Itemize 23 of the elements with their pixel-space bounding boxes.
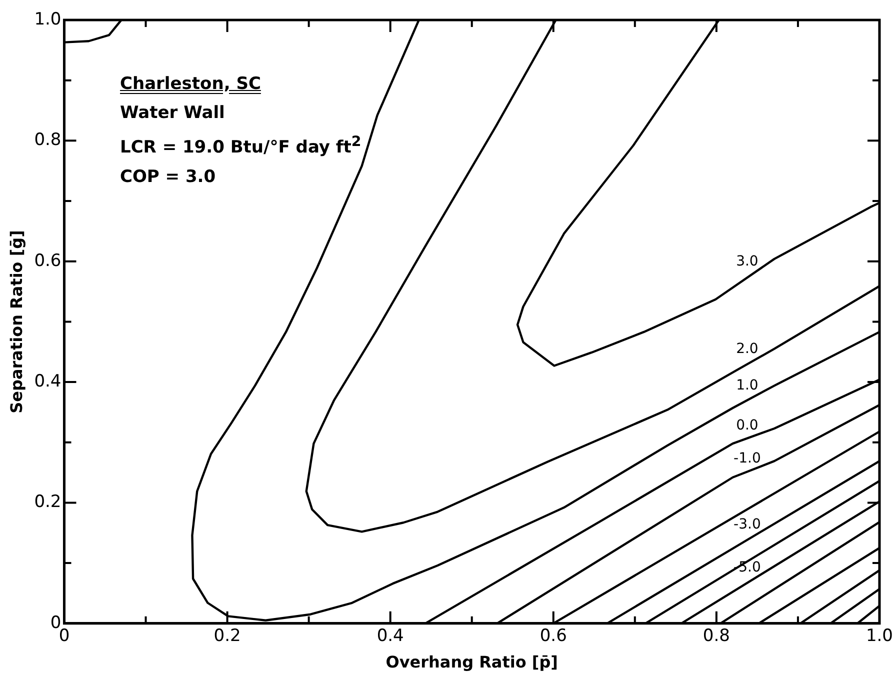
- y-axis-title: Separation Ratio [ḡ]: [6, 230, 26, 414]
- annotation: Charleston, SC: [120, 73, 261, 96]
- y-tick-label: 0.4: [34, 371, 62, 392]
- x-tick-label: 0.2: [214, 626, 241, 646]
- annotation: Water Wall: [120, 102, 226, 125]
- series-label: 1.0: [736, 377, 758, 394]
- x-axis-title: Overhang Ratio [p̄]: [386, 652, 558, 672]
- annotation: COP = 3.0: [120, 166, 217, 189]
- series-label: 3.0: [736, 253, 758, 270]
- y-tick-label: 1.0: [34, 9, 62, 30]
- x-tick-label: 0.8: [702, 626, 730, 646]
- series-label: 0.0: [736, 417, 758, 434]
- y-tick-label: 0.8: [34, 130, 62, 150]
- y-tick-label: 0.2: [34, 492, 62, 512]
- y-tick-label: 0.6: [34, 250, 62, 271]
- series-label: -3.0: [734, 516, 761, 533]
- series-label: 2.0: [736, 341, 758, 358]
- x-tick-label: 0.4: [376, 626, 404, 646]
- x-tick-label: 1.0: [866, 626, 894, 646]
- y-tick-label: 0: [50, 612, 62, 633]
- x-tick-label: 0.6: [540, 626, 567, 646]
- series-label: -1.0: [734, 450, 761, 466]
- annotation: LCR = 19.0 Btu/°F day ft$^{2}$: [120, 133, 362, 160]
